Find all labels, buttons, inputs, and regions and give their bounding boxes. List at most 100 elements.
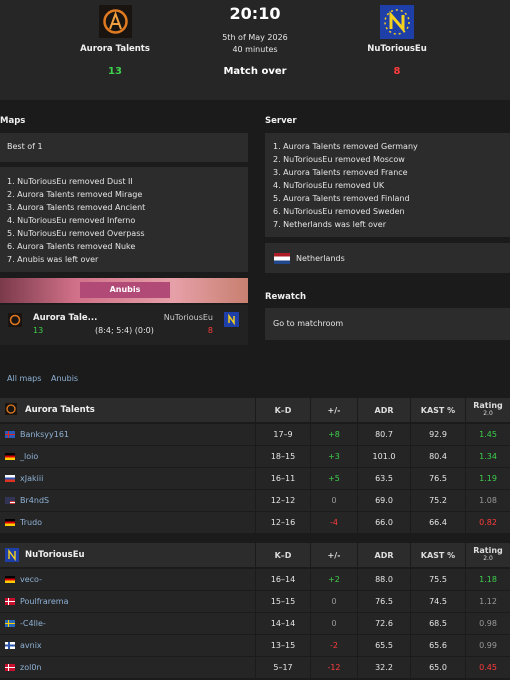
player-row: avnix 13–15 -2 65.5 65.6 0.99 <box>0 635 510 656</box>
column-header: Rating 2.0 <box>465 398 510 422</box>
stat-cell: 1.34 <box>465 446 510 467</box>
player-row: Trudo 12–16 -4 66.0 66.4 0.82 <box>0 512 510 533</box>
stat-cell: +8 <box>310 424 357 445</box>
stat-cell: 12–12 <box>255 490 310 511</box>
stat-cell: 65.5 <box>357 635 410 656</box>
veto-line: 5. NuToriousEu removed Overpass <box>7 229 145 238</box>
veto-line: 3. Aurora Talents removed Ancient <box>7 203 146 212</box>
veto-line: 7. Netherlands was left over <box>273 220 386 229</box>
rating-version: 2.0 <box>483 555 493 562</box>
stat-cell: 1.08 <box>465 490 510 511</box>
format-box <box>0 133 248 162</box>
veto-line: 1. Aurora Talents removed Germany <box>273 142 418 151</box>
player-name[interactable]: Br4ndS <box>20 496 50 505</box>
player-name[interactable]: -C4lle- <box>20 619 46 628</box>
flag <box>5 475 15 482</box>
stat-cell: 76.5 <box>410 468 465 489</box>
flag <box>5 576 15 583</box>
player-name[interactable]: avnix <box>20 641 42 650</box>
team2-logo[interactable] <box>380 5 414 39</box>
flag <box>5 497 15 504</box>
team-logo <box>5 548 19 562</box>
team2-score: 8 <box>393 66 401 77</box>
stat-cell: -2 <box>310 635 357 656</box>
veto-line: 7. Anubis was left over <box>7 255 99 264</box>
flag <box>5 598 15 605</box>
flag <box>5 642 15 649</box>
table-header: Aurora Talents K–D +/- ADR KAST % Rating 2.0 <box>0 398 510 422</box>
map-name[interactable]: Anubis <box>80 282 170 298</box>
result-team1-score: 13 <box>33 326 44 335</box>
matchroom-link[interactable]: Go to matchroom <box>273 319 344 328</box>
flag <box>5 431 15 438</box>
team-name[interactable]: NuToriousEu <box>25 550 85 560</box>
result-team1[interactable]: Aurora Tale... <box>33 313 98 323</box>
match-header <box>0 0 510 100</box>
stat-cell: 69.0 <box>357 490 410 511</box>
flag <box>5 664 15 671</box>
format: Best of 1 <box>7 142 43 151</box>
match-duration: 40 minutes <box>232 45 278 54</box>
stat-cell: 0.45 <box>465 657 510 678</box>
stat-cell: 1.19 <box>465 468 510 489</box>
rewatch-box <box>265 308 510 340</box>
flag <box>5 519 15 526</box>
column-header: ADR <box>357 543 410 567</box>
rating-version: 2.0 <box>483 410 493 417</box>
player-name[interactable]: xJakiii <box>20 474 44 483</box>
team1-logo-small <box>8 313 22 327</box>
veto-line: 4. NuToriousEu removed UK <box>273 181 385 190</box>
column-header: +/- <box>310 398 357 422</box>
player-row: xJakiii 16–11 +5 63.5 76.5 1.19 <box>0 468 510 489</box>
server-location-box <box>265 243 510 273</box>
player-row: Poulfrarema 15–15 0 76.5 74.5 1.12 <box>0 591 510 612</box>
stat-cell: 80.4 <box>410 446 465 467</box>
stat-cell: 0.99 <box>465 635 510 656</box>
player-name[interactable]: Poulfrarema <box>20 597 69 606</box>
stat-cell: 74.5 <box>410 591 465 612</box>
stat-cell: -12 <box>310 657 357 678</box>
stat-cell: 0 <box>310 490 357 511</box>
map-result <box>0 305 248 345</box>
player-row: _loio 18–15 +3 101.0 80.4 1.34 <box>0 446 510 467</box>
player-row: Br4ndS 12–12 0 69.0 75.2 1.08 <box>0 490 510 511</box>
player-name[interactable]: zol0n <box>20 663 42 672</box>
veto-line: 3. Aurora Talents removed France <box>273 168 408 177</box>
stat-cell: 63.5 <box>357 468 410 489</box>
stat-cell: 65.6 <box>410 635 465 656</box>
player-row: veco- 16–14 +2 88.0 75.5 1.18 <box>0 569 510 590</box>
stat-cell: 17–9 <box>255 424 310 445</box>
column-header: +/- <box>310 543 357 567</box>
tab-all-maps[interactable]: All maps <box>7 374 42 383</box>
stat-cell: 16–11 <box>255 468 310 489</box>
team1-name[interactable]: Aurora Talents <box>80 44 150 54</box>
veto-line: 6. Aurora Talents removed Nuke <box>7 242 136 251</box>
veto-line: 6. NuToriousEu removed Sweden <box>273 207 405 216</box>
result-team2-score: 8 <box>207 326 213 335</box>
stat-cell: 80.7 <box>357 424 410 445</box>
tab-map[interactable]: Anubis <box>51 374 79 383</box>
match-time: 20:10 <box>229 4 281 23</box>
player-name[interactable]: Trudo <box>20 518 43 527</box>
team2-name[interactable]: NuToriousEu <box>367 44 427 54</box>
column-header: ADR <box>357 398 410 422</box>
stat-cell: +2 <box>310 569 357 590</box>
stat-cell: 92.9 <box>410 424 465 445</box>
player-name[interactable]: _loio <box>20 452 39 461</box>
team-name[interactable]: Aurora Talents <box>25 405 95 415</box>
player-row: -C4lle- 14–14 0 72.6 68.5 0.98 <box>0 613 510 634</box>
veto-line: 2. Aurora Talents removed Mirage <box>7 190 143 199</box>
player-name[interactable]: Banksyy161 <box>20 430 69 439</box>
stat-cell: 88.0 <box>357 569 410 590</box>
flag <box>274 253 290 264</box>
server-veto-box <box>265 133 510 237</box>
result-team2[interactable]: NuToriousEu <box>163 313 213 322</box>
stat-cell: +3 <box>310 446 357 467</box>
stat-cell: +5 <box>310 468 357 489</box>
team1-logo[interactable] <box>99 5 132 38</box>
result-halves: (8:4; 5:4) (0:0) <box>95 326 154 335</box>
table-header: NuToriousEu K–D +/- ADR KAST % Rating 2.0 <box>0 543 510 567</box>
stat-cell: 12–16 <box>255 512 310 533</box>
player-name[interactable]: veco- <box>20 575 42 584</box>
column-header: KAST % <box>410 398 465 422</box>
